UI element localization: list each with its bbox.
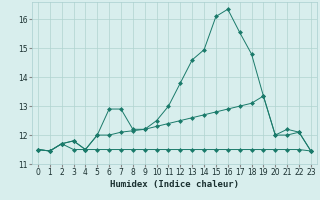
X-axis label: Humidex (Indice chaleur): Humidex (Indice chaleur) — [110, 180, 239, 189]
